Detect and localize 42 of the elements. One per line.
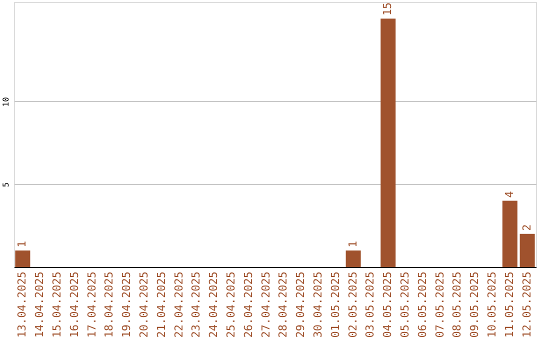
- x-tick-label: 19.04.2025: [120, 272, 134, 338]
- x-tick-label: 29.04.2025: [294, 272, 308, 338]
- bar: [520, 234, 535, 267]
- x-tick-label: 20.04.2025: [138, 272, 150, 338]
- y-tick-label: 5: [2, 182, 10, 188]
- x-tick-label: 12.05.2025: [520, 272, 534, 338]
- x-tick-label: 11.05.2025: [502, 272, 516, 338]
- x-tick-label: 26.04.2025: [242, 272, 255, 338]
- x-tick-label: 23.04.2025: [190, 272, 203, 338]
- x-tick-label: 06.05.2025: [416, 272, 429, 338]
- bar: [346, 250, 361, 267]
- x-tick-label: 14.04.2025: [33, 272, 46, 338]
- bar: [502, 200, 518, 267]
- x-tick-label: 10.05.2025: [486, 272, 498, 338]
- x-tick-label: 02.05.2025: [346, 272, 360, 338]
- data-label: 2: [520, 224, 534, 231]
- x-tick-label: 22.04.2025: [172, 272, 186, 338]
- data-label: 1: [346, 240, 360, 248]
- x-tick-label: 05.05.2025: [398, 272, 412, 338]
- y-tick-label: 10: [2, 96, 10, 107]
- data-label: 1: [16, 240, 29, 248]
- data-label: 4: [502, 190, 516, 198]
- x-tick-label: 24.04.2025: [207, 272, 220, 338]
- x-tick-label: 04.05.2025: [381, 272, 394, 338]
- x-tick-label: 21.04.2025: [154, 272, 168, 338]
- x-tick-label: 01.05.2025: [328, 272, 342, 338]
- data-label: 15: [381, 2, 394, 16]
- x-tick-label: 25.04.2025: [224, 272, 238, 338]
- x-tick-label: 30.04.2025: [312, 272, 324, 338]
- x-tick-label: 08.05.2025: [450, 272, 464, 338]
- x-tick-label: 28.04.2025: [276, 272, 290, 338]
- x-tick-label: 27.04.2025: [259, 272, 272, 338]
- bar: [15, 250, 30, 267]
- x-tick-label: 09.05.2025: [468, 272, 482, 338]
- x-tick-label: 03.05.2025: [364, 272, 377, 338]
- x-tick-label: 17.04.2025: [85, 272, 98, 338]
- x-tick-label: 13.04.2025: [16, 272, 29, 338]
- bar: [380, 18, 396, 267]
- x-tick-label: 15.04.2025: [50, 272, 64, 338]
- x-tick-label: 16.04.2025: [68, 272, 81, 338]
- x-tick-label: 18.04.2025: [102, 272, 116, 338]
- x-tick-label: 07.05.2025: [433, 272, 446, 338]
